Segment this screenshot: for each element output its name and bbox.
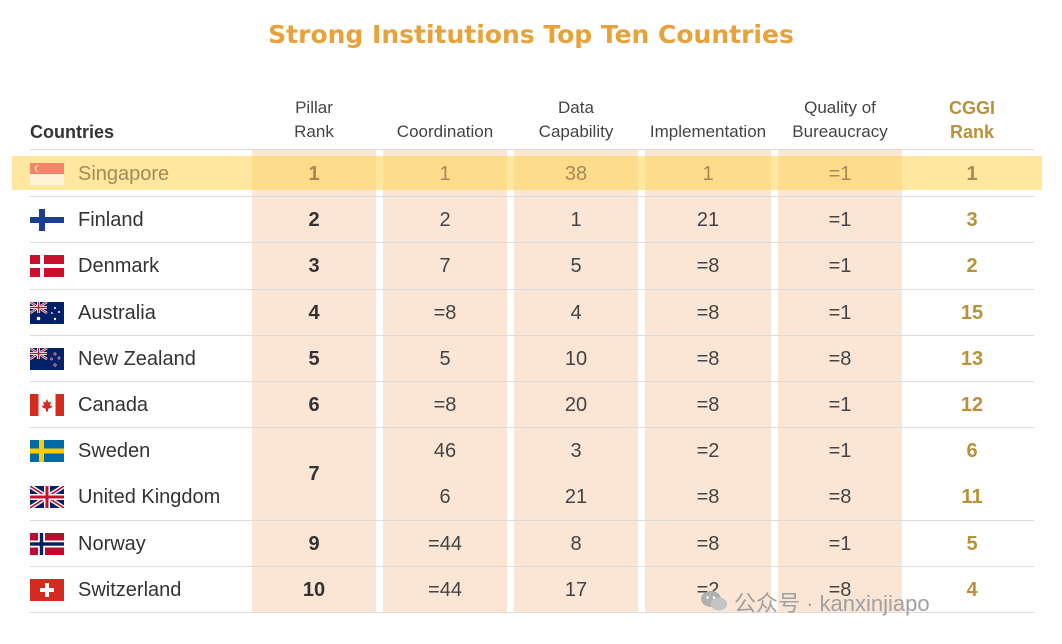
data-capability-cell: 20 (564, 394, 588, 416)
pillar-rank-cell: 10 (302, 578, 326, 601)
data-capability-cell: 10 (564, 347, 588, 370)
header-countries: Countries (30, 122, 115, 142)
data-capability-cell: 5 (570, 255, 582, 278)
coordination-cell: 2 (439, 209, 451, 232)
switzerland-flag (30, 578, 64, 601)
implementation-cell: 1 (702, 163, 714, 185)
row-separator (30, 427, 1034, 429)
coordination-cell: 5 (439, 347, 451, 370)
data-capability-cell: 8 (570, 532, 582, 555)
country-name: Canada (78, 394, 149, 416)
country-name: Denmark (78, 255, 160, 278)
wechat-icon (701, 591, 727, 611)
header-implementation: Implementation (649, 122, 767, 141)
country-name: Australia (78, 301, 156, 324)
quality-cell: =8 (828, 347, 852, 370)
row-separator (30, 612, 1034, 613)
cggi-rank-cell: 11 (961, 486, 983, 509)
row-separator (30, 565, 1034, 567)
cggi-rank-cell: 1 (966, 163, 978, 185)
pillar-rank-cell: 6 (308, 394, 320, 416)
header-separator (30, 149, 1034, 150)
sweden-flag (30, 440, 64, 463)
australia-flag (30, 301, 64, 324)
cggi-rank-cell: 6 (966, 440, 978, 463)
country-name: New Zealand (78, 347, 196, 370)
header-coordination: Coordination (396, 122, 494, 141)
country-name: Singapore (78, 163, 170, 185)
singapore-highlight (12, 156, 1042, 190)
cggi-rank-cell: 15 (960, 301, 984, 324)
pillar-rank-cell: 5 (308, 347, 320, 370)
data-capability-cell: 3 (570, 440, 582, 463)
cggi-rank-cell: 4 (966, 578, 978, 601)
country-name: Sweden (78, 440, 151, 463)
canada-flag (30, 394, 64, 416)
header-quality: Quality of Bureaucracy (792, 98, 888, 141)
chart-title: Strong Institutions Top Ten Countries (268, 20, 794, 49)
pillar-rank-cell: 4 (308, 301, 320, 324)
watermark: 公众号 · kanxinjiapo (700, 586, 930, 618)
coordination-cell: =8 (433, 394, 457, 416)
cggi-rank-cell: 3 (966, 209, 978, 232)
quality-cell: =1 (828, 255, 852, 278)
coordination-cell: =44 (428, 532, 462, 555)
row-separator (30, 519, 1034, 521)
denmark-flag (30, 255, 64, 278)
row-separator (30, 242, 1034, 244)
quality-cell: =1 (828, 532, 852, 555)
quality-cell: =1 (828, 163, 852, 185)
uk-flag (30, 486, 64, 509)
pillar-rank-cell: 9 (308, 532, 320, 555)
data-capability-cell: 21 (564, 486, 588, 509)
singapore-flag (30, 163, 64, 185)
quality-cell: =8 (828, 486, 852, 509)
cggi-rank-cell: 5 (966, 532, 978, 555)
header-data-capability: Data Capability (538, 98, 614, 141)
pillar-rank-cell: 3 (308, 255, 320, 278)
coordination-cell: 46 (433, 440, 457, 463)
implementation-cell: =8 (696, 532, 720, 555)
quality-cell: =8 (828, 578, 852, 601)
quality-cell: =1 (828, 209, 852, 232)
data-capability-cell: 4 (570, 301, 582, 324)
pillar-rank-cell: 2 (308, 209, 320, 232)
implementation-cell: =8 (696, 394, 720, 416)
implementation-cell: =8 (696, 486, 720, 509)
row-separator (30, 196, 1034, 198)
data-capability-cell: 38 (564, 163, 588, 185)
quality-cell: =1 (828, 394, 852, 416)
cggi-rank-cell: 12 (960, 394, 984, 416)
row-separator (30, 334, 1034, 336)
country-name: Switzerland (78, 578, 182, 601)
header-cggi-rank: CGGI Rank (948, 98, 995, 142)
country-name: Norway (78, 532, 146, 555)
quality-cell: =1 (828, 301, 852, 324)
row-separator (30, 288, 1034, 290)
country-name: United Kingdom (78, 486, 221, 509)
data-capability-cell: 17 (564, 578, 588, 601)
header-pillar-rank: Pillar Rank (294, 98, 334, 141)
coordination-cell: =8 (433, 301, 457, 324)
row-separator (30, 381, 1034, 382)
new-zealand-flag (30, 347, 64, 370)
cggi-rank-cell: 2 (966, 255, 978, 278)
implementation-cell: 21 (696, 209, 720, 232)
country-name: Finland (78, 209, 144, 232)
coordination-cell: 7 (439, 255, 451, 278)
implementation-cell: =2 (696, 440, 720, 463)
pillar-rank-cell: 7 (308, 463, 320, 486)
implementation-cell: =8 (696, 347, 720, 370)
cggi-rank-cell: 13 (960, 347, 984, 370)
coordination-cell: =44 (428, 578, 462, 601)
coordination-cell: 1 (439, 163, 451, 185)
quality-cell: =1 (828, 440, 852, 463)
implementation-cell: =8 (696, 255, 720, 278)
norway-flag (30, 532, 64, 555)
coordination-cell: 6 (439, 486, 451, 509)
data-capability-cell: 1 (570, 209, 582, 232)
implementation-cell: =8 (696, 301, 720, 324)
finland-flag (30, 209, 64, 232)
pillar-rank-cell: 1 (308, 163, 320, 185)
